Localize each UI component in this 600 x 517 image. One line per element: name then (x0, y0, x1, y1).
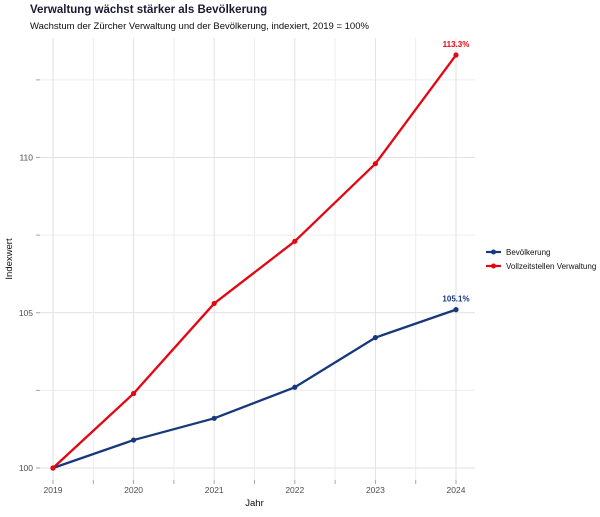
legend-item: Bevölkerung (486, 248, 550, 257)
series-point (292, 384, 298, 390)
x-tick-label: 2019 (44, 485, 63, 495)
x-tick-label: 2024 (447, 485, 466, 495)
legend-label: Bevölkerung (506, 248, 550, 257)
y-tick-label: 105 (19, 308, 33, 318)
chart-subtitle: Wachstum der Zürcher Verwaltung und der … (30, 21, 369, 32)
series-end-label: 113.3% (443, 40, 470, 49)
series-point (211, 415, 217, 421)
x-tick-label: 2021 (205, 485, 224, 495)
legend-key-point (491, 249, 496, 255)
y-tick-label: 110 (19, 153, 33, 163)
series-line-bevoelkerung (52, 308, 457, 470)
x-tick-label: 2022 (285, 485, 304, 495)
legend-key-point (491, 263, 496, 269)
x-axis-title: Jahr (245, 498, 263, 509)
series-line-verwaltung (52, 54, 457, 469)
x-tick-label: 2023 (366, 485, 385, 495)
series-point (131, 437, 137, 443)
series-point (372, 334, 378, 341)
chart-title: Verwaltung wächst stärker als Bevölkerun… (30, 4, 268, 16)
series-point (50, 465, 56, 471)
legend-item: Vollzeitstellen Verwaltung (486, 262, 596, 271)
series-end-label: 105.1% (442, 295, 469, 304)
series-point (372, 161, 378, 167)
legend-label: Vollzeitstellen Verwaltung (506, 262, 596, 271)
series-point (292, 238, 298, 244)
series-point (131, 390, 137, 397)
y-tick-label: 100 (19, 463, 33, 473)
x-tick-label: 2020 (124, 485, 143, 495)
series-point (453, 52, 459, 58)
series-point (453, 307, 459, 313)
series-point (211, 300, 217, 307)
y-axis-title: Indexwert (4, 238, 15, 280)
